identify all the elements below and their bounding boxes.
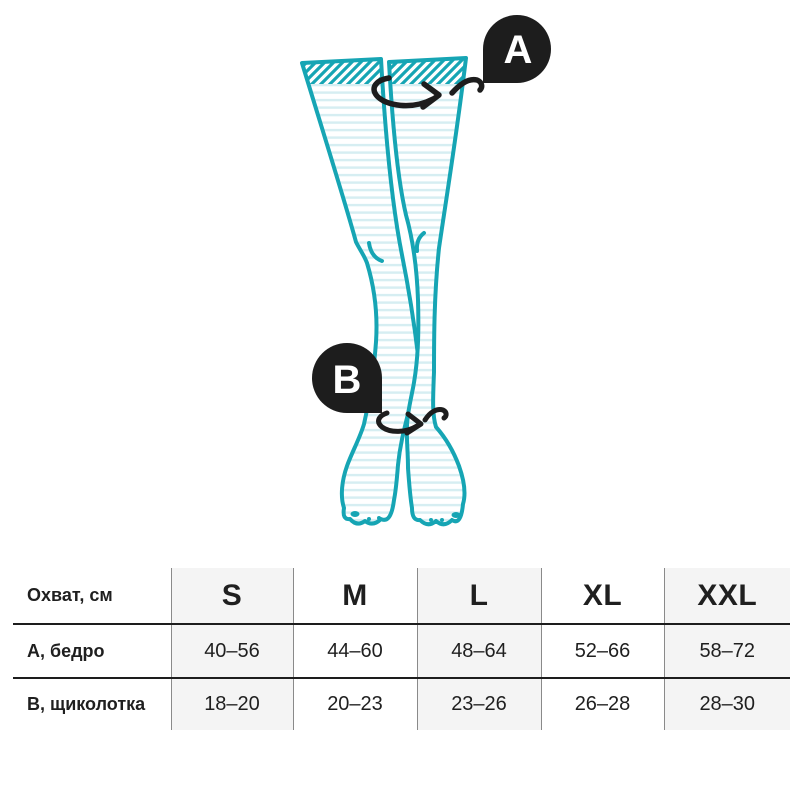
row-label-ankle: B, щиколотка <box>27 694 146 714</box>
size-table-header-row: Охват, см S M L XL XXL <box>13 568 790 625</box>
thigh-value-xxl: 58–72 <box>663 624 790 679</box>
marker-b-bubble: B <box>312 343 382 413</box>
left-big-toenail <box>350 511 360 517</box>
table-corner-header: Охват, см <box>13 568 171 625</box>
ankle-measure-arrow <box>376 407 449 436</box>
marker-a-label: A <box>504 28 533 72</box>
marker-b-label: B <box>333 358 362 402</box>
size-column-header-m: M <box>292 568 417 625</box>
right-leg <box>387 56 468 527</box>
thigh-measure-arrow <box>371 75 485 110</box>
size-column-header-xxl: XXL <box>663 568 790 625</box>
left-knee-mark <box>367 241 384 263</box>
size-column-header-xl: XL <box>540 568 664 625</box>
thigh-value-m: 44–60 <box>292 624 417 679</box>
thigh-value-s: 40–56 <box>170 624 293 679</box>
right-big-toenail <box>451 512 461 518</box>
thigh-value-l: 48–64 <box>416 624 541 679</box>
legs-illustration: A B <box>300 15 551 527</box>
size-table: Охват, см S M L XL XXL A, бедро 40–56 44… <box>13 568 790 730</box>
table-row-thigh: A, бедро 40–56 44–60 48–64 52–66 58–72 <box>13 624 790 679</box>
thigh-arrowhead <box>420 81 442 110</box>
size-column-header-s: S <box>170 568 293 625</box>
ankle-value-l: 23–26 <box>416 678 541 730</box>
ankle-arrowhead <box>404 411 424 436</box>
ankle-value-xl: 26–28 <box>540 678 664 730</box>
thigh-value-xl: 52–66 <box>540 624 664 679</box>
ankle-value-xxl: 28–30 <box>663 678 790 730</box>
ankle-value-m: 20–23 <box>292 678 417 730</box>
table-row-ankle: B, щиколотка 18–20 20–23 23–26 26–28 28–… <box>13 678 790 730</box>
row-label-thigh: A, бедро <box>13 624 171 679</box>
right-knee-mark <box>414 231 426 253</box>
size-column-header-l: L <box>416 568 541 625</box>
ankle-value-s: 18–20 <box>170 678 293 730</box>
marker-a-bubble: A <box>483 15 551 83</box>
